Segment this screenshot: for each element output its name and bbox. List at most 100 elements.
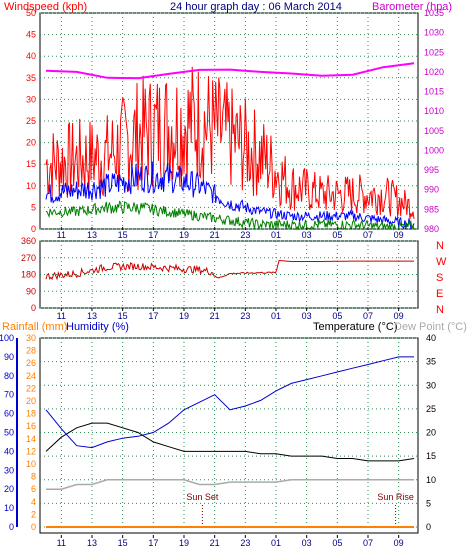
temp-x-tick-label: 23 [240, 538, 250, 548]
barometer-tick-label: 990 [424, 185, 439, 195]
direction-x-tick-label: 13 [87, 311, 97, 321]
barometer-tick-label: 1010 [424, 106, 444, 116]
dewpoint-axis-title: Dew Point (°C) [394, 321, 467, 333]
direction-x-tick-label: 11 [57, 311, 66, 321]
direction-tick-label: 270 [21, 253, 36, 263]
direction-x-tick-label: 01 [271, 311, 281, 321]
humidity-tick-label: 100 [0, 333, 14, 343]
temperature-tick-label: 25 [426, 404, 436, 414]
direction-x-tick-label: 21 [210, 311, 220, 321]
temperature-tick-label: 10 [426, 475, 436, 485]
rainfall-tick-label: 6 [31, 484, 36, 494]
barometer-tick-label: 1025 [424, 47, 444, 57]
rainfall-tick-label: 28 [26, 346, 36, 356]
compass-label: W [436, 256, 447, 268]
wind-x-tick-label: 07 [363, 230, 373, 240]
wind-x-tick-label: 11 [57, 230, 66, 240]
wind-x-tick-label: 17 [148, 230, 158, 240]
windspeed-tick-label: 50 [26, 8, 36, 18]
barometer-tick-label: 980 [424, 224, 439, 234]
temp-x-tick-label: 07 [363, 538, 373, 548]
direction-x-tick-label: 19 [179, 311, 189, 321]
direction-x-tick-label: 09 [394, 311, 404, 321]
humidity-tick-label: 90 [4, 352, 14, 362]
humidity-tick-label: 0 [9, 522, 14, 532]
humidity-tick-label: 10 [4, 503, 14, 513]
temperature-series-line [45, 422, 415, 462]
rainfall-tick-label: 2 [31, 509, 36, 519]
temperature-tick-label: 15 [426, 451, 436, 461]
direction-x-tick-label: 23 [240, 311, 250, 321]
compass-label: E [436, 288, 443, 300]
direction-x-tick-label: 03 [302, 311, 312, 321]
temp-x-tick-label: 09 [394, 538, 404, 548]
rainfall-tick-label: 26 [26, 358, 36, 368]
windspeed-axis-title: Windspeed (kph) [4, 1, 87, 13]
wind-x-tick-label: 19 [179, 230, 189, 240]
humidity-tick-label: 70 [4, 390, 14, 400]
humidity-tick-label: 60 [4, 409, 14, 419]
wind-x-tick-label: 21 [210, 230, 220, 240]
temp-x-tick-label: 17 [148, 538, 158, 548]
temp-x-tick-label: 01 [271, 538, 281, 548]
windspeed-tick-label: 20 [26, 138, 36, 148]
compass-label: S [436, 272, 443, 284]
windspeed-tick-label: 35 [26, 73, 36, 83]
temp-panel-frame [39, 337, 419, 534]
compass-label: N [436, 240, 444, 252]
direction-x-tick-label: 07 [363, 311, 373, 321]
humidity-axis-title: Humidity (%) [66, 321, 129, 333]
temperature-tick-label: 5 [426, 498, 431, 508]
direction-x-tick-label: 17 [148, 311, 158, 321]
wind-x-tick-label: 01 [271, 230, 281, 240]
temp-x-tick-label: 05 [332, 538, 342, 548]
rainfall-tick-label: 18 [26, 409, 36, 419]
barometer-tick-label: 1030 [424, 28, 444, 38]
humidity-tick-label: 20 [4, 484, 14, 494]
rainfall-tick-label: 12 [26, 446, 36, 456]
temperature-axis-title: Temperature (°C) [313, 321, 397, 333]
windspeed-tick-label: 45 [26, 30, 36, 40]
windspeed-tick-label: 25 [26, 116, 36, 126]
temp-x-tick-label: 13 [87, 538, 97, 548]
rainfall-tick-label: 10 [26, 459, 36, 469]
barometer-tick-label: 1000 [424, 145, 444, 155]
wind-x-tick-label: 23 [240, 230, 250, 240]
wind-x-tick-label: 13 [87, 230, 97, 240]
chart-title: 24 hour graph day : 06 March 2014 [170, 1, 342, 13]
wind-series-speed [45, 161, 415, 231]
rainfall-tick-label: 4 [31, 497, 36, 507]
wind-x-tick-label: 03 [302, 230, 312, 240]
humidity-series-line [45, 356, 414, 449]
windspeed-tick-label: 15 [26, 159, 36, 169]
barometer-axis-title: Barometer (hpa) [372, 1, 452, 13]
direction-x-tick-label: 15 [118, 311, 128, 321]
direction-x-tick-label: 05 [332, 311, 342, 321]
rainfall-tick-label: 16 [26, 421, 36, 431]
direction-tick-label: 180 [21, 270, 36, 280]
barometer-tick-label: 995 [424, 165, 439, 175]
barometer-tick-label: 1020 [424, 67, 444, 77]
windspeed-tick-label: 40 [26, 51, 36, 61]
rainfall-tick-label: 14 [26, 434, 36, 444]
windspeed-tick-label: 0 [31, 224, 36, 234]
rainfall-tick-label: 30 [26, 333, 36, 343]
wind-direction-series-line [45, 259, 414, 281]
rainfall-tick-label: 22 [26, 383, 36, 393]
direction-tick-label: 360 [21, 236, 36, 246]
rainfall-tick-label: 20 [26, 396, 36, 406]
wind-x-tick-label: 09 [394, 230, 404, 240]
temp-x-tick-label: 15 [118, 538, 128, 548]
wind-x-tick-label: 15 [118, 230, 128, 240]
wind-series-gust [45, 66, 415, 220]
temp-x-tick-label: 19 [179, 538, 189, 548]
barometer-tick-label: 985 [424, 204, 439, 214]
direction-panel-frame [39, 240, 419, 309]
sun-rise-label: Sun Rise [377, 492, 414, 502]
temperature-tick-label: 40 [426, 333, 436, 343]
windspeed-tick-label: 30 [26, 94, 36, 104]
barometer-tick-label: 1015 [424, 87, 444, 97]
temperature-tick-label: 30 [426, 380, 436, 390]
